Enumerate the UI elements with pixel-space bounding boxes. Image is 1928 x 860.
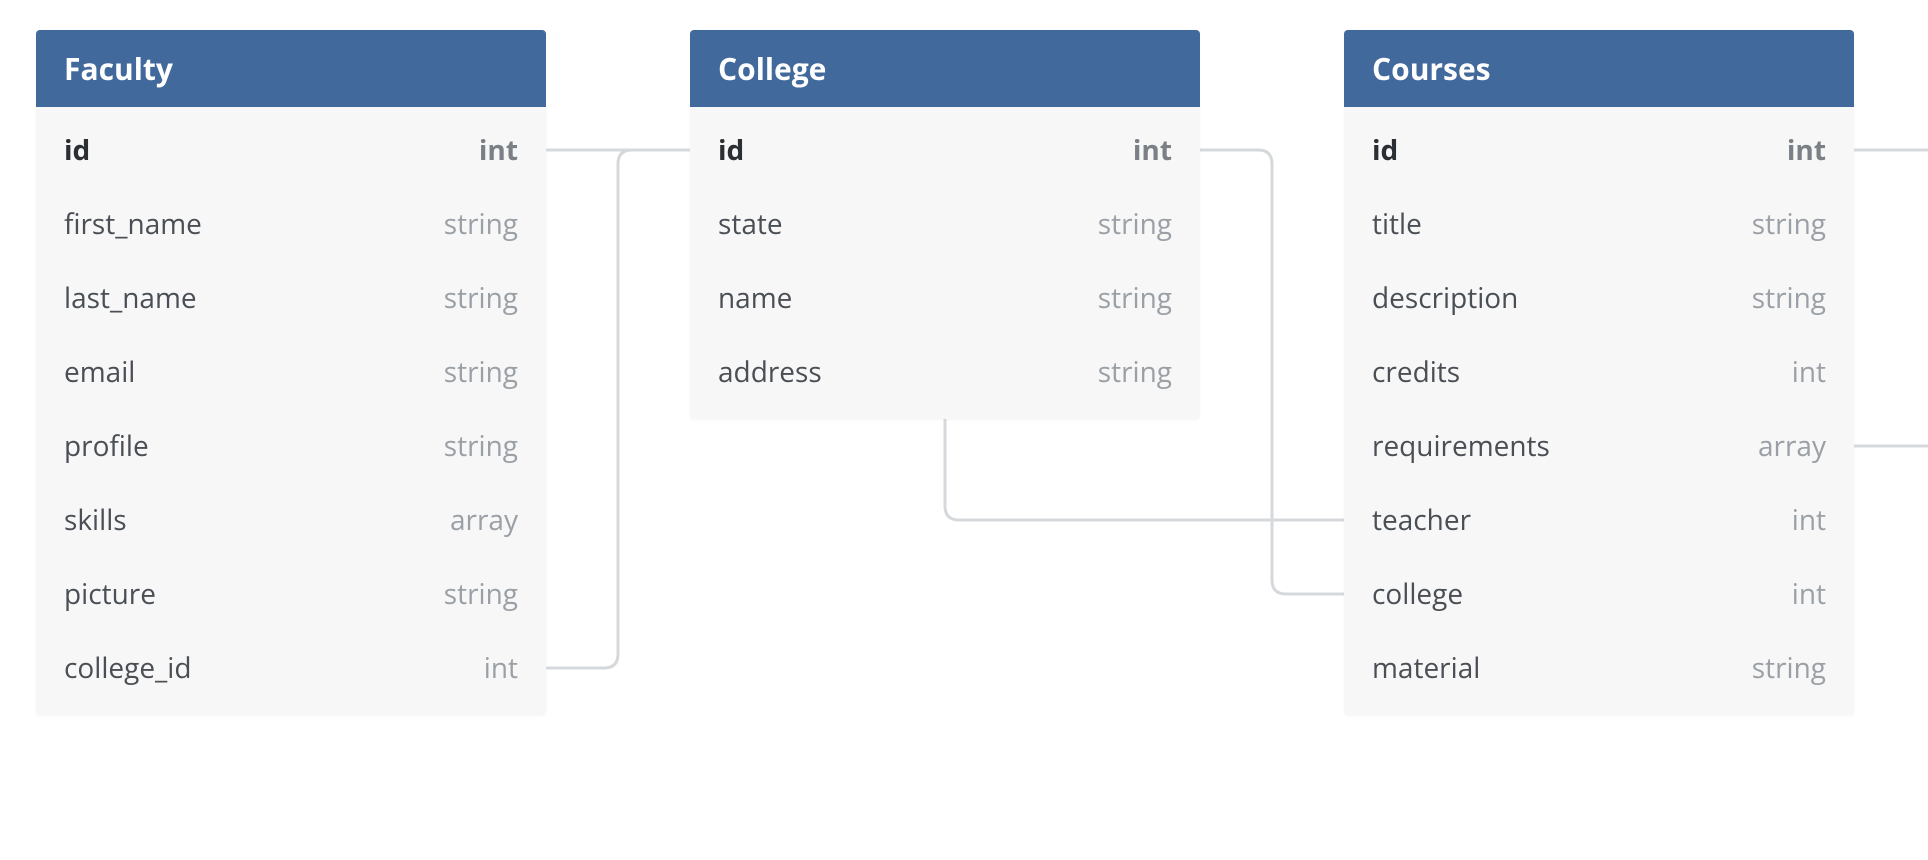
field-type: string [444,427,518,465]
field-type: string [444,205,518,243]
field-type: int [479,131,518,169]
field-college-state: state string [690,187,1200,261]
field-name: profile [64,427,149,465]
table-header-college: College [690,30,1200,107]
field-type: int [484,649,518,687]
field-courses-credits: credits int [1344,335,1854,409]
field-courses-requirements: requirements array [1344,409,1854,483]
connector [546,150,690,668]
field-type: string [1752,205,1826,243]
field-type: array [450,501,518,539]
field-faculty-first-name: first_name string [36,187,546,261]
field-type: string [1752,279,1826,317]
table-rows-college: id int state string name string address … [690,107,1200,419]
field-name: teacher [1372,501,1471,539]
table-college: College id int state string name string … [690,30,1200,419]
field-name: id [1372,131,1398,169]
field-name: id [718,131,744,169]
field-faculty-email: email string [36,335,546,409]
field-name: material [1372,649,1480,687]
field-name: title [1372,205,1422,243]
field-courses-college: college int [1344,557,1854,631]
field-faculty-college-id: college_id int [36,631,546,705]
field-name: last_name [64,279,197,317]
field-faculty-last-name: last_name string [36,261,546,335]
field-name: picture [64,575,156,613]
field-name: address [718,353,822,391]
field-type: string [1098,279,1172,317]
field-faculty-skills: skills array [36,483,546,557]
field-type: int [1792,501,1826,539]
field-name: credits [1372,353,1460,391]
table-header-courses: Courses [1344,30,1854,107]
field-type: string [1098,353,1172,391]
field-courses-teacher: teacher int [1344,483,1854,557]
field-type: string [1752,649,1826,687]
connector [1200,150,1344,594]
field-faculty-profile: profile string [36,409,546,483]
field-type: int [1792,575,1826,613]
field-name: id [64,131,90,169]
field-name: skills [64,501,127,539]
field-college-address: address string [690,335,1200,409]
field-type: string [444,353,518,391]
table-rows-faculty: id int first_name string last_name strin… [36,107,546,715]
field-type: int [1792,353,1826,391]
field-name: college [1372,575,1463,613]
field-name: name [718,279,792,317]
field-faculty-picture: picture string [36,557,546,631]
field-name: requirements [1372,427,1550,465]
table-header-faculty: Faculty [36,30,546,107]
connector [1854,150,1928,446]
field-type: int [1787,131,1826,169]
table-courses: Courses id int title string description … [1344,30,1854,715]
field-type: string [1098,205,1172,243]
table-faculty: Faculty id int first_name string last_na… [36,30,546,715]
field-faculty-id: id int [36,113,546,187]
field-type: string [444,279,518,317]
field-type: array [1758,427,1826,465]
field-courses-title: title string [1344,187,1854,261]
field-courses-material: material string [1344,631,1854,705]
field-type: int [1133,131,1172,169]
field-name: college_id [64,649,192,687]
field-college-id: id int [690,113,1200,187]
field-courses-description: description string [1344,261,1854,335]
table-rows-courses: id int title string description string c… [1344,107,1854,715]
field-name: email [64,353,135,391]
er-diagram-canvas: Faculty id int first_name string last_na… [0,0,1928,860]
field-name: description [1372,279,1518,317]
field-type: string [444,575,518,613]
field-courses-id: id int [1344,113,1854,187]
field-college-name: name string [690,261,1200,335]
field-name: state [718,205,783,243]
field-name: first_name [64,205,202,243]
